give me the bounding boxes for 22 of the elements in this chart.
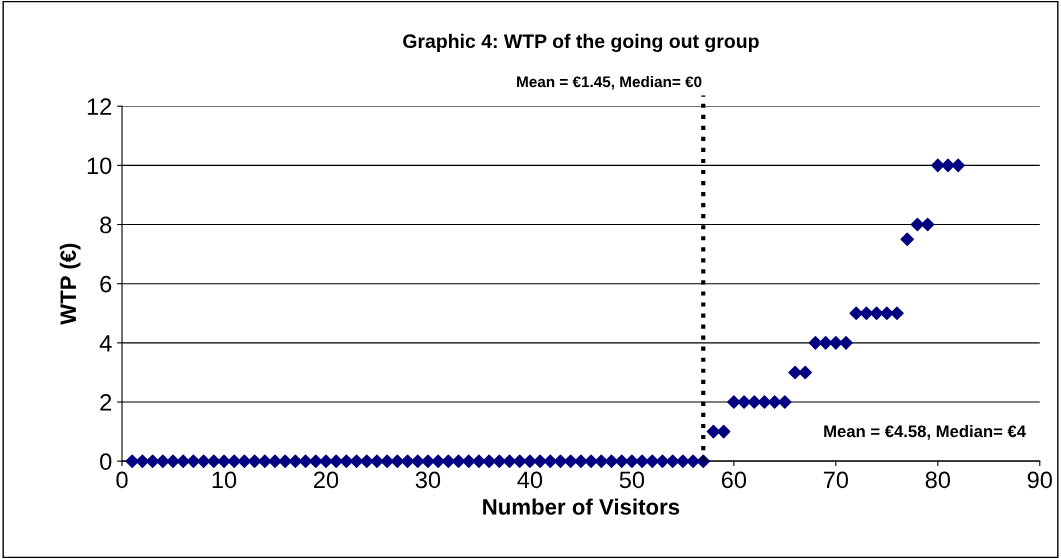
y-tick-label: 8: [100, 216, 112, 234]
y-tick-label: 6: [100, 275, 112, 293]
x-tick-label: 10: [212, 471, 237, 489]
x-axis-title: Number of Visitors: [483, 498, 680, 515]
x-tick-label: 30: [415, 471, 441, 489]
y-tick-label: 4: [99, 335, 112, 352]
annotation: Mean = €4.58, Median= €4: [824, 425, 1026, 440]
chart-title: Graphic 4: WTP of the going out group: [403, 33, 759, 52]
x-tick-label: 0: [116, 471, 128, 489]
x-tick-label: 50: [619, 471, 645, 489]
x-tick-label: 40: [517, 471, 543, 489]
x-tick-label: 60: [721, 471, 747, 489]
x-tick-label: 90: [1027, 471, 1052, 489]
y-tick-label: 10: [87, 157, 112, 175]
x-tick-label: 80: [925, 471, 951, 489]
y-axis-title: WTP (€): [59, 243, 81, 325]
y-tick-label: 12: [87, 98, 112, 115]
y-tick-label: 2: [100, 394, 112, 411]
x-tick-label: 70: [823, 471, 849, 489]
text: Mean = €1.45, Median= €0: [517, 75, 702, 90]
x-tick-label: 20: [314, 471, 339, 489]
y-tick-label: 0: [100, 453, 112, 470]
